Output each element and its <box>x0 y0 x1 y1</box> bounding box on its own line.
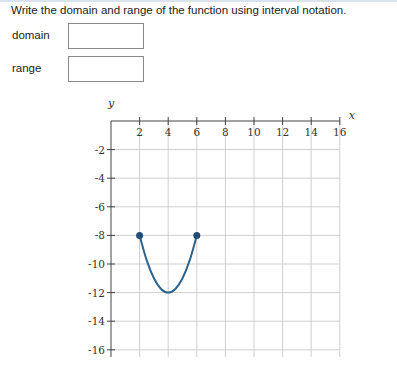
x-tick-label: 16 <box>333 126 347 138</box>
grid-line <box>111 321 340 322</box>
y-tick-label: -2 <box>95 144 105 156</box>
y-tick <box>107 292 115 293</box>
answer-input[interactable] <box>68 23 144 49</box>
grid-line <box>111 206 340 207</box>
y-tick-label: -14 <box>88 315 105 327</box>
x-tick-label: 4 <box>165 126 172 138</box>
x-tick <box>254 117 255 125</box>
y-tick-label: -6 <box>95 201 106 213</box>
grid-line <box>111 149 340 150</box>
x-tick <box>196 117 197 125</box>
x-tick-label: 6 <box>193 126 200 138</box>
x-tick <box>282 117 283 125</box>
grid-line <box>111 178 340 179</box>
field-label: range <box>12 62 41 74</box>
x-tick-label: 2 <box>136 126 143 138</box>
curve <box>140 235 197 292</box>
chart: 2 4 6 8 10 12 14 16 -2 -4 -6 -8 -10 -12 -14 -16 x y <box>0 0 397 369</box>
y-tick <box>107 178 115 179</box>
x-tick <box>339 117 340 125</box>
y-tick <box>107 264 115 265</box>
y-tick <box>107 206 115 207</box>
y-tick-label: -16 <box>88 344 105 356</box>
field-label: domain <box>12 29 50 41</box>
y-tick-label: -4 <box>95 172 106 184</box>
x-tick-label: 14 <box>305 126 319 138</box>
grid-line <box>111 292 340 293</box>
x-tick <box>168 117 169 125</box>
grid-line <box>111 235 340 236</box>
question-text: Write the domain and range of the functi… <box>11 4 346 16</box>
top-bar <box>0 0 397 2</box>
endpoint <box>193 232 200 239</box>
y-tick <box>107 149 115 150</box>
x-axis-label: x <box>349 109 356 122</box>
grid-line <box>111 349 340 350</box>
y-tick <box>107 349 115 350</box>
endpoint <box>136 232 143 239</box>
y-tick <box>107 321 115 322</box>
y-tick-label: -10 <box>88 258 105 270</box>
x-tick-label: 12 <box>276 126 289 138</box>
x-tick-label: 8 <box>222 126 229 138</box>
grid-line <box>111 264 340 265</box>
y-tick <box>107 235 115 236</box>
x-tick-label: 10 <box>247 126 260 138</box>
plot-area <box>136 232 200 293</box>
answer-input[interactable] <box>68 56 144 82</box>
y-tick-label: -12 <box>88 287 105 299</box>
x-tick <box>225 117 226 125</box>
y-tick-label: -8 <box>95 229 105 241</box>
x-tick <box>139 117 140 125</box>
y-axis-label: y <box>107 97 115 110</box>
x-tick <box>311 117 312 125</box>
